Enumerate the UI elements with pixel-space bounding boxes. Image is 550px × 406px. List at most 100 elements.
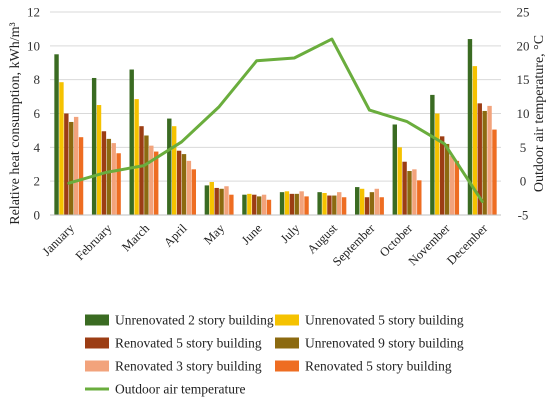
temperature-line-group bbox=[67, 37, 484, 203]
bar bbox=[134, 99, 139, 215]
x-tick-label: July bbox=[278, 221, 303, 246]
legend-label: Unrenovated 2 story building bbox=[115, 313, 274, 328]
y2-tick-label: 5 bbox=[520, 140, 527, 155]
bar bbox=[224, 186, 229, 215]
y-tick-label: 4 bbox=[34, 140, 41, 155]
bar bbox=[467, 39, 473, 215]
legend-swatch bbox=[85, 314, 109, 326]
bar bbox=[129, 69, 134, 216]
bar bbox=[417, 180, 422, 215]
legend-label: Outdoor air temperature bbox=[115, 382, 245, 397]
bar bbox=[219, 188, 224, 215]
bars bbox=[54, 39, 497, 216]
x-tick-label: May bbox=[201, 221, 228, 248]
bar bbox=[369, 192, 375, 215]
bar bbox=[304, 196, 309, 215]
legend-label: Renovated 5 story building bbox=[305, 359, 452, 374]
bar bbox=[91, 77, 97, 215]
bar bbox=[261, 194, 267, 215]
x-tick-label: June bbox=[239, 221, 265, 247]
bar bbox=[116, 153, 121, 215]
bar bbox=[229, 194, 234, 215]
legend-swatch bbox=[85, 337, 109, 349]
x-tick-label: August bbox=[305, 221, 341, 257]
legend-swatch bbox=[275, 360, 299, 372]
bar bbox=[266, 199, 272, 215]
bar bbox=[364, 197, 370, 215]
y-tick-label: 0 bbox=[34, 208, 41, 223]
bar bbox=[139, 126, 144, 215]
bar bbox=[374, 188, 380, 215]
legend-label: Renovated 5 story building bbox=[115, 336, 262, 351]
bar bbox=[284, 191, 290, 215]
bar bbox=[204, 185, 210, 215]
y-tick-label: 12 bbox=[27, 5, 40, 20]
bar bbox=[176, 150, 182, 215]
y-tick-label: 8 bbox=[34, 72, 41, 87]
y-tick-label: 6 bbox=[34, 106, 41, 121]
y2-tick-label: 15 bbox=[517, 72, 530, 87]
bar bbox=[73, 116, 79, 215]
x-tick-label: February bbox=[73, 221, 115, 263]
temperature-line bbox=[67, 37, 484, 203]
bar bbox=[454, 160, 460, 215]
bar bbox=[69, 121, 74, 215]
bar bbox=[487, 105, 492, 215]
legend-swatch bbox=[85, 360, 109, 372]
x-tick-label: April bbox=[161, 221, 190, 250]
bar bbox=[294, 193, 299, 215]
bar bbox=[144, 135, 149, 215]
y2-tick-label: 25 bbox=[517, 5, 530, 20]
bar bbox=[477, 103, 482, 215]
y-axis-title: Relative heat consumption, kWh/m³ bbox=[8, 22, 23, 225]
bar bbox=[407, 171, 412, 215]
bar bbox=[299, 191, 304, 215]
bar bbox=[355, 187, 360, 215]
bar bbox=[492, 129, 497, 215]
y-tick-label: 10 bbox=[27, 38, 40, 53]
bar bbox=[430, 94, 435, 215]
y2-tick-label: 20 bbox=[517, 38, 530, 53]
x-tick-label: March bbox=[119, 221, 152, 254]
bar bbox=[435, 113, 440, 215]
bar bbox=[402, 161, 407, 215]
bar bbox=[379, 197, 384, 215]
legend-swatch bbox=[275, 337, 299, 349]
legend-swatch bbox=[275, 314, 299, 326]
bar bbox=[359, 188, 365, 215]
bar bbox=[412, 169, 417, 215]
legend-label: Unrenovated 5 story building bbox=[305, 313, 464, 328]
bar bbox=[78, 137, 84, 215]
bar bbox=[482, 110, 487, 215]
bar bbox=[167, 118, 172, 215]
bar bbox=[64, 113, 69, 215]
bar bbox=[154, 151, 159, 215]
bar bbox=[96, 105, 102, 215]
bar bbox=[209, 182, 214, 215]
bar bbox=[337, 192, 342, 215]
bar bbox=[444, 143, 450, 215]
x-tick-label: December bbox=[444, 221, 491, 268]
bar bbox=[252, 194, 257, 215]
bar bbox=[289, 193, 295, 215]
x-tick-label: September bbox=[330, 221, 378, 269]
bar bbox=[171, 126, 177, 215]
bar bbox=[322, 193, 327, 215]
legend: Unrenovated 2 story building Unrenovated … bbox=[85, 313, 464, 397]
gridlines bbox=[50, 11, 501, 216]
y2-tick-label: 0 bbox=[520, 174, 527, 189]
bar bbox=[392, 124, 397, 215]
bar bbox=[106, 138, 112, 215]
bar bbox=[279, 192, 285, 215]
bar bbox=[317, 192, 322, 215]
bar bbox=[341, 197, 347, 215]
bar bbox=[111, 143, 116, 215]
bar bbox=[397, 147, 402, 215]
bar bbox=[181, 154, 187, 215]
bar bbox=[242, 194, 247, 215]
bar bbox=[439, 136, 445, 215]
bar bbox=[214, 187, 219, 215]
bar bbox=[54, 54, 59, 215]
